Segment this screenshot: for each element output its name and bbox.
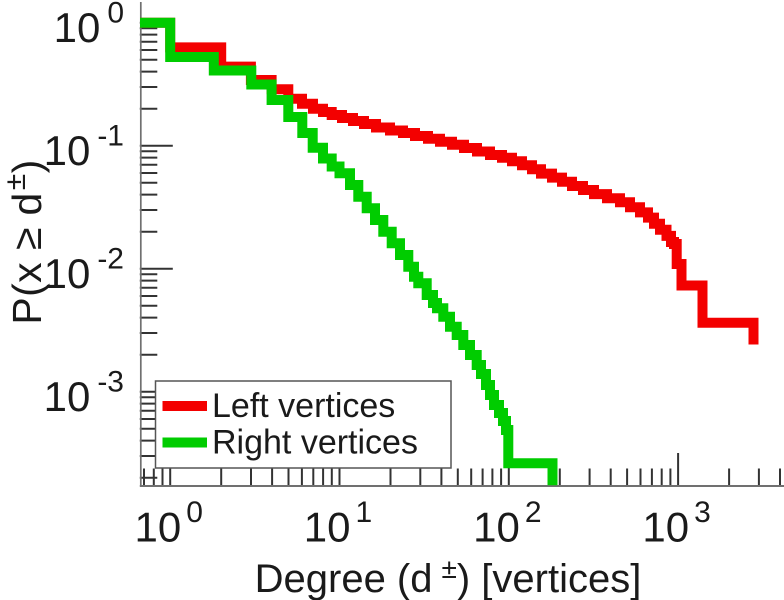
svg-text:103: 10 3 [642,496,710,551]
svg-text:10-1: 10 -1 [44,120,124,175]
svg-text:Degree (d±) [vertices]: Degree (d ±) [vertices] [255,553,642,600]
svg-text:Right vertices: Right vertices [212,424,418,462]
svg-text:Left vertices: Left vertices [212,387,395,425]
svg-text:10-3: 10 -3 [44,366,124,421]
